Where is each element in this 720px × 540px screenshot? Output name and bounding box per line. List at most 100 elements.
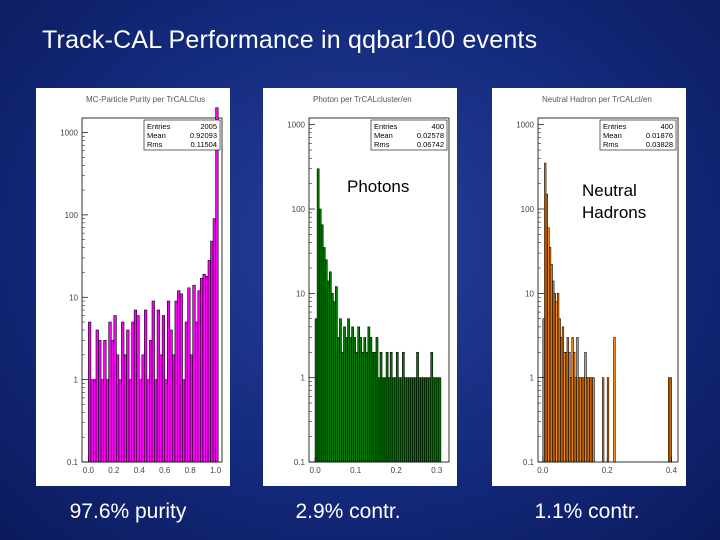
histogram-bar [100, 379, 104, 463]
histogram-bar [387, 377, 391, 463]
x-tick-label: 0.8 [185, 466, 197, 475]
histogram-bar [418, 377, 421, 463]
stats-key: Mean [147, 131, 166, 140]
histogram-bar [179, 293, 183, 463]
y-tick-label: 0.1 [67, 458, 79, 467]
x-tick-label: 0.0 [537, 466, 549, 475]
histogram-bar [335, 286, 338, 463]
histogram-bar [326, 280, 330, 463]
histogram-title: Photon per TrCALcluster/en [313, 95, 412, 104]
histogram-bar [397, 377, 401, 463]
stats-key: Rms [147, 140, 163, 149]
neutral-hadron-histogram: Neutral Hadron per TrCALcl/en 0.1 1 10 100 10… [516, 95, 679, 475]
y-tick-label: 10 [296, 289, 305, 298]
histogram-bar [420, 377, 423, 463]
histogram-bar [146, 379, 150, 463]
y-tick-label: 0.1 [294, 458, 306, 467]
histogram-bar [436, 377, 440, 463]
histogram-bar [138, 379, 143, 463]
y-tick-label: 1 [530, 374, 535, 383]
histogram-bar [113, 315, 117, 463]
histogram-bar [400, 377, 403, 463]
histogram-bar [383, 377, 387, 463]
histogram-bar [110, 340, 115, 463]
histogram-bar [402, 351, 405, 463]
histogram-bar [161, 315, 166, 463]
histogram-bar [316, 168, 320, 463]
stats-key: Entries [147, 122, 171, 131]
histogram-bar [395, 351, 399, 463]
histogram-bar [192, 284, 196, 463]
y-tick-label: 100 [521, 205, 535, 214]
histogram-bar [103, 340, 107, 463]
histogram-bar [174, 300, 178, 463]
histogram-bar [357, 326, 361, 463]
histogram-bar [108, 321, 112, 463]
histogram-bar [385, 351, 389, 463]
histogram-bar [430, 351, 434, 463]
purity-histogram: MC-Particle Purity per TrCALClus 0.1 1 10 10… [60, 95, 223, 475]
histogram-bar [375, 337, 379, 463]
histogram-bar [592, 377, 595, 463]
histogram-bar [126, 329, 130, 463]
histogram-bar [116, 354, 120, 463]
histogram-bar [602, 377, 605, 463]
x-tick-label: 0.3 [431, 466, 443, 475]
histogram-bar [377, 377, 381, 463]
histogram-bar [371, 351, 375, 463]
histogram-bar [331, 293, 334, 463]
histogram-bar [141, 354, 145, 463]
histogram-bar [414, 377, 417, 463]
stats-value: 0.03828 [646, 140, 673, 149]
histogram-bar [606, 377, 610, 463]
x-tick-label: 0.2 [108, 466, 120, 475]
histogram-bar [349, 337, 352, 463]
histogram-bar [128, 379, 132, 463]
histogram-bar [189, 354, 194, 463]
histogram-bar [131, 321, 135, 463]
photon-contribution-caption: 2.9% contr. [295, 500, 401, 523]
histogram-bar [320, 224, 324, 463]
stats-key: Rms [374, 140, 390, 149]
histogram-bar [363, 337, 367, 463]
histogram-bar [416, 351, 419, 463]
stats-box [143, 119, 221, 151]
histogram-title: Neutral Hadron per TrCALcl/en [542, 95, 652, 104]
x-tick-label: 0.0 [83, 466, 95, 475]
stats-value: 400 [660, 122, 673, 131]
histogram-bar [121, 321, 125, 463]
histogram-bar [169, 329, 173, 463]
x-tick-label: 0.6 [159, 466, 171, 475]
histogram-bar [184, 321, 188, 463]
histogram-bar [359, 337, 363, 463]
stats-box [370, 119, 448, 151]
histogram-bar [318, 208, 322, 463]
stats-key: Entries [374, 122, 398, 131]
histogram-bar [373, 351, 377, 463]
histogram-bar [406, 377, 409, 463]
histogram-bar [422, 377, 425, 463]
x-tick-label: 0.0 [310, 466, 322, 475]
stats-value: 0.02578 [417, 131, 444, 140]
histogram-bar [154, 379, 158, 463]
histogram-bar [347, 318, 350, 463]
histogram-bar [328, 271, 332, 463]
histogram-bar [345, 337, 348, 463]
y-tick-label: 1000 [516, 121, 534, 130]
neutral-hadron-contribution-caption: 1.1% contr. [534, 500, 640, 523]
histogram-bar [177, 290, 181, 463]
photon-histogram-panel: Photon per TrCALcluster/en 0.1 1 10 100 1000 0… [263, 88, 457, 486]
histogram-bar [159, 354, 163, 463]
histogram-bar [426, 377, 430, 463]
histogram-bar [361, 351, 365, 463]
histogram-bar [369, 337, 373, 463]
histogram-bar [391, 377, 395, 463]
histogram-bar [432, 377, 436, 463]
histogram-bar [136, 315, 140, 463]
histogram-bar [95, 329, 99, 463]
histogram-bar [379, 351, 383, 463]
histogram-bar [207, 260, 211, 463]
histogram-bar [194, 321, 199, 463]
histogram-bar [404, 377, 407, 463]
histogram-bar [365, 351, 369, 463]
